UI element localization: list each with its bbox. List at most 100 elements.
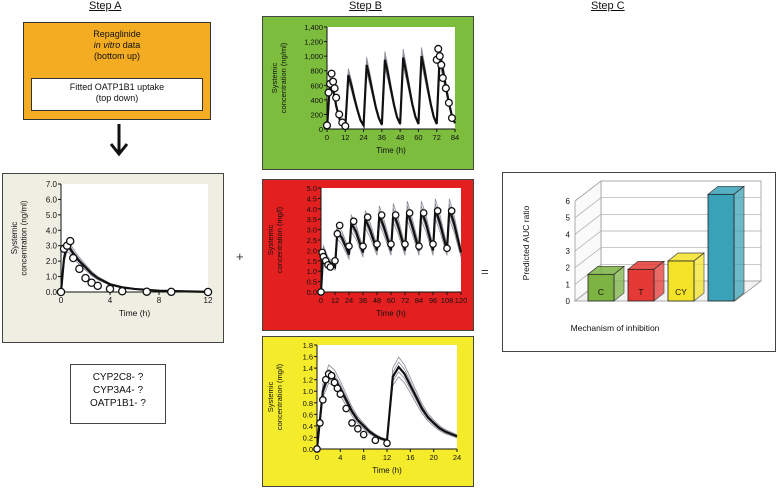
y-tick-label: 1.0 xyxy=(46,273,58,282)
y-tick-label: 2.0 xyxy=(46,257,58,266)
step-a-chart-panel: 0.0 1.0 2.0 3.0 4.0 5.0 6.0 7.0 0 4 8 12 Time (h) Sys… xyxy=(2,173,224,343)
x-tick-label: 4 xyxy=(108,296,113,305)
plus-sign: + xyxy=(236,249,244,264)
y-axis-label-line2: concentration (mg/l) xyxy=(275,363,284,430)
y-tick-label: 0.0 xyxy=(307,288,317,297)
y-tick-label: 400 xyxy=(310,96,323,105)
down-arrow-icon xyxy=(109,124,129,157)
observed-point xyxy=(93,281,103,291)
observed-point xyxy=(373,240,381,249)
y-tick-label: 6.0 xyxy=(46,195,58,204)
step-a-title: Step A xyxy=(89,0,122,12)
bar-label: T xyxy=(638,287,643,297)
x-axis-label: Time (h) xyxy=(119,308,150,318)
observed-point xyxy=(401,240,409,249)
bar-side xyxy=(693,252,705,302)
cyp2c8-label: CYP2C8- ? xyxy=(92,372,144,383)
y-tick-label: 2.0 xyxy=(307,246,317,255)
observed-point xyxy=(69,253,78,263)
observed-point xyxy=(336,390,345,398)
x-tick-label: 24 xyxy=(345,296,353,305)
x-tick-label: 120 xyxy=(455,296,468,305)
y-tick-label: 0.5 xyxy=(307,278,317,287)
x-tick-label: 0 xyxy=(59,296,64,305)
observed-point xyxy=(353,424,362,433)
x-tick-label: 36 xyxy=(359,296,367,305)
y-tick-label: 1.5 xyxy=(307,257,317,266)
observed-point xyxy=(359,242,367,251)
x-tick-label: 24 xyxy=(453,453,461,462)
bar-label: CY xyxy=(675,287,687,297)
y-tick-label: 1.0 xyxy=(307,267,317,276)
observed-point xyxy=(391,211,400,219)
observed-point xyxy=(438,73,447,83)
y-tick-label: 0 xyxy=(566,297,571,306)
step-b-itraconazole-group: 0.0 0.2 0.4 0.6 0.8 1.0 1.2 1.4 1.6 1.8 0 4 8 12 16 20 2… xyxy=(266,341,461,475)
x-tick-label: 8 xyxy=(157,296,162,305)
observed-point xyxy=(332,93,341,102)
x-tick-label: 12 xyxy=(331,296,339,305)
observed-point xyxy=(56,287,66,297)
y-axis-label-line1: Systemic xyxy=(266,382,275,413)
y-tick-label: 0.6 xyxy=(303,410,313,419)
y-tick-label: 1.6 xyxy=(303,353,313,362)
top-down-label: (top down) xyxy=(95,93,139,103)
y-tick-label: 3.0 xyxy=(307,226,317,235)
observed-point xyxy=(65,236,75,246)
x-axis-label: Time (h) xyxy=(376,309,406,318)
observed-point xyxy=(321,375,330,384)
observed-point xyxy=(447,114,457,123)
observed-point xyxy=(383,439,391,448)
y-tick-label: 5.0 xyxy=(46,211,58,220)
step-a-concentration-chart: 0.0 1.0 2.0 3.0 4.0 5.0 6.0 7.0 0 4 8 12 Time (h) Sys… xyxy=(10,180,213,318)
y-tick-label: 3.5 xyxy=(307,215,317,224)
observed-point xyxy=(433,207,442,215)
y-tick-label: 1,000 xyxy=(304,52,323,61)
x-tick-label: 84 xyxy=(451,133,459,142)
step-c-chart-panel: 0 1 2 3 4 5 6 C T CY Predicted AUC ratio Mechanism … xyxy=(502,172,776,352)
observed-point xyxy=(437,60,446,69)
observed-point xyxy=(447,207,456,215)
x-tick-label: 16 xyxy=(406,453,414,462)
y-tick-label: 2 xyxy=(566,264,571,273)
y-tick-label: 1,200 xyxy=(304,38,323,47)
observed-point xyxy=(317,288,325,296)
y-axis-label-line2: concentration (ng/ml) xyxy=(279,42,288,113)
y-tick-label: 5.0 xyxy=(307,184,317,193)
observed-point xyxy=(342,404,351,413)
observed-point xyxy=(330,84,339,93)
y-tick-label: 600 xyxy=(310,81,323,90)
observed-point xyxy=(363,213,372,221)
observed-point xyxy=(330,378,339,387)
step-b-itraconazole-panel: 0.0 0.2 0.4 0.6 0.8 1.0 1.2 1.4 1.6 1.8 0 4 8 12 16 20 2… xyxy=(262,336,474,487)
step-b-rifampicin-panel: 0 200 400 600 800 1,000 1,200 1,400 0 12 24 36 48 60 7… xyxy=(262,16,474,170)
repaglinide-data-box: Repaglinide in vitro data (bottom up) Fi… xyxy=(23,22,211,120)
step-c-auc-chart: 0 1 2 3 4 5 6 C T CY Predicted AUC ratio Mechanism … xyxy=(521,180,763,333)
equals-sign: = xyxy=(481,264,489,279)
observed-point xyxy=(443,244,451,253)
x-tick-label: 72 xyxy=(433,133,441,142)
observed-point xyxy=(345,242,353,251)
observed-point xyxy=(335,110,344,119)
y-tick-label: 0.0 xyxy=(46,288,58,297)
y-axis-label: Predicted AUC ratio xyxy=(521,205,531,280)
observed-point xyxy=(359,430,368,439)
y-tick-label: 2.5 xyxy=(307,236,317,245)
observed-point xyxy=(203,287,213,297)
observed-point xyxy=(441,84,450,93)
y-axis-label-line2: concentration (mg/l) xyxy=(275,206,284,273)
observed-point xyxy=(327,371,336,380)
step-b-clarithromycin-group: 0.00.5 1.01.5 2.02.53.0 3.54.0 4.55.0 0 12 24 36… xyxy=(266,184,467,318)
observed-point xyxy=(105,284,115,294)
x-axis-label: Time (h) xyxy=(376,146,406,155)
x-tick-label: 72 xyxy=(401,296,409,305)
fitted-uptake-box: Fitted OATP1B1 uptake (top down) xyxy=(31,78,203,111)
observed-point xyxy=(333,229,342,238)
auc-chart-group: 0 1 2 3 4 5 6 C T CY Predicted AUC ratio Mechanism … xyxy=(521,180,763,333)
y-tick-label: 1.0 xyxy=(303,387,313,396)
x-axis-label: Mechanism of inhibition xyxy=(571,323,660,333)
bar xyxy=(627,268,655,302)
x-tick-label: 96 xyxy=(429,296,437,305)
y-tick-label: 800 xyxy=(310,67,323,76)
observed-point xyxy=(405,209,414,217)
